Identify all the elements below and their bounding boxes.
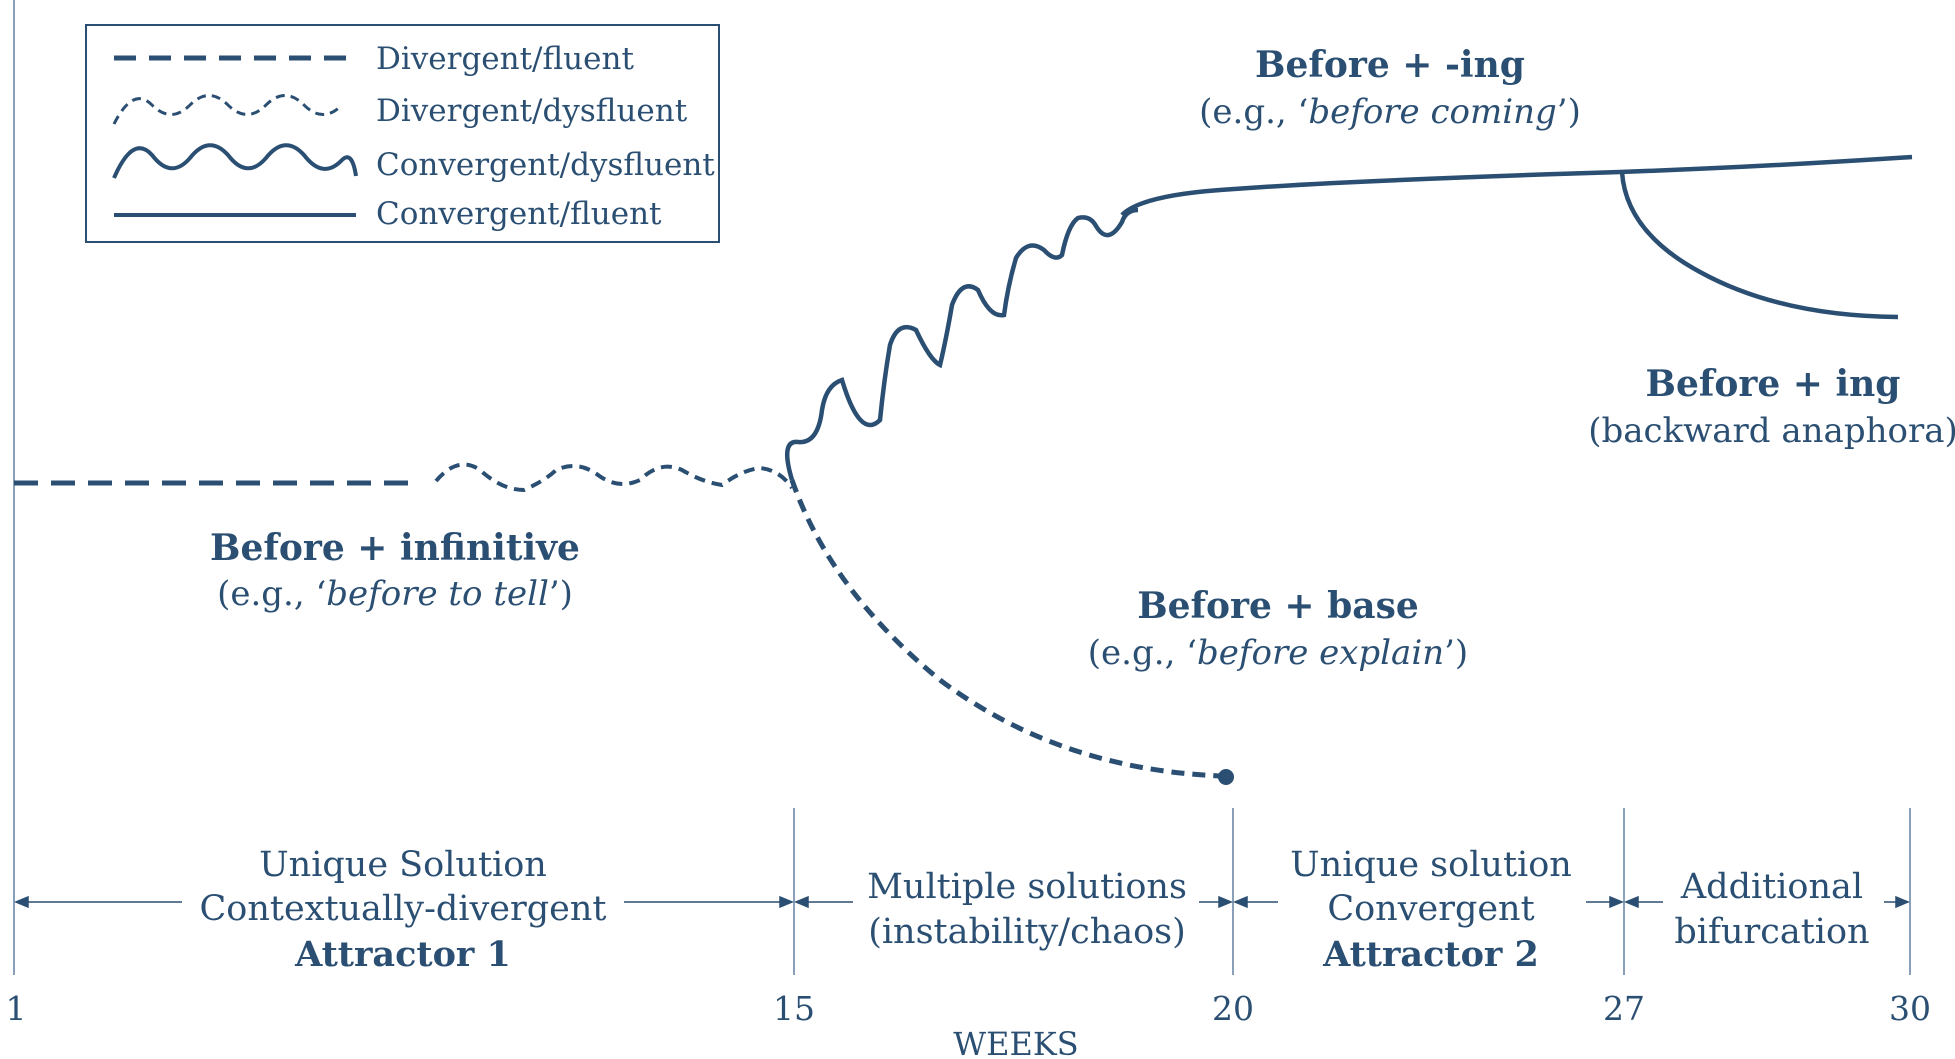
legend-label-divergent-dysfluent: Divergent/dysfluent bbox=[376, 93, 688, 129]
legend: Divergent/fluent Divergent/dysfluent Con… bbox=[85, 24, 720, 243]
tick-label-15: 15 bbox=[773, 989, 815, 1028]
tick-label-20: 20 bbox=[1212, 989, 1254, 1028]
phase-labels: Unique Solution Contextually-divergent A… bbox=[200, 845, 1870, 975]
trajectory-bifurcation-branch bbox=[1619, 171, 1899, 320]
trajectory-convergent-dysfluent bbox=[784, 207, 1139, 481]
phase-2-arrowhead-right bbox=[1218, 895, 1233, 909]
legend-label-convergent-dysfluent: Convergent/dysfluent bbox=[376, 147, 715, 183]
phase-4-arrowhead-left bbox=[1624, 895, 1639, 909]
phase-2-arrowhead-left bbox=[794, 895, 809, 909]
tick-label-30: 30 bbox=[1889, 989, 1931, 1028]
legend-swatch-dashed-wavy bbox=[112, 94, 344, 125]
trajectory-divergent-dysfluent bbox=[434, 462, 794, 493]
phase-2-line2: (instability/chaos) bbox=[868, 912, 1186, 952]
annotation-anaphora-title: Before + ing bbox=[1646, 363, 1901, 405]
phase-3-arrowhead-left bbox=[1233, 895, 1248, 909]
tick-label-27: 27 bbox=[1603, 989, 1645, 1028]
phase-1-arrowhead-left bbox=[14, 895, 29, 909]
phase-1-arrowhead-right bbox=[779, 895, 794, 909]
tick-label-1: 1 bbox=[6, 989, 27, 1028]
annotation-base-example: (e.g., ‘before explain’) bbox=[1088, 633, 1468, 673]
annotation-ing-example: (e.g., ‘before coming’) bbox=[1199, 92, 1581, 132]
annotation-infinitive-title: Before + infinitive bbox=[210, 527, 580, 569]
phase-3-arrowhead-right bbox=[1609, 895, 1624, 909]
annotation-base-title: Before + base bbox=[1137, 585, 1419, 627]
trajectory-end-point bbox=[1218, 769, 1234, 785]
axis: 1 15 20 27 30 WEEKS bbox=[6, 989, 1932, 1059]
annotations: Before + -ing (e.g., ‘before coming’) Be… bbox=[210, 44, 1955, 673]
phase-arrows bbox=[14, 895, 1910, 909]
trajectory-convergent-fluent bbox=[1120, 154, 1913, 217]
legend-box bbox=[85, 24, 720, 243]
axis-title: WEEKS bbox=[953, 1025, 1078, 1059]
phase-1-line2: Contextually-divergent bbox=[200, 889, 607, 929]
trajectory-before-base bbox=[789, 479, 1223, 779]
phase-1-line1: Unique Solution bbox=[259, 845, 547, 885]
phase-3-line1: Unique solution bbox=[1290, 845, 1572, 885]
phase-4-arrowhead-right bbox=[1895, 895, 1910, 909]
phase-4-line1: Additional bbox=[1680, 867, 1863, 907]
phase-1-line3: Attractor 1 bbox=[294, 934, 511, 975]
phase-4-line2: bifurcation bbox=[1674, 912, 1869, 952]
phase-2-line1: Multiple solutions bbox=[867, 867, 1187, 907]
phase-guides bbox=[793, 808, 1911, 975]
legend-label-convergent-fluent: Convergent/fluent bbox=[376, 196, 662, 232]
annotation-ing-title: Before + -ing bbox=[1255, 44, 1525, 86]
phase-3-line2: Convergent bbox=[1327, 889, 1534, 929]
legend-label-divergent-fluent: Divergent/fluent bbox=[376, 41, 634, 77]
legend-swatch-solid-wavy bbox=[112, 143, 358, 179]
annotation-infinitive-example: (e.g., ‘before to tell’) bbox=[217, 574, 573, 614]
phase-3-line3: Attractor 2 bbox=[1322, 934, 1539, 975]
trajectories bbox=[14, 154, 1913, 785]
annotation-anaphora-sub: (backward anaphora) bbox=[1588, 411, 1955, 451]
